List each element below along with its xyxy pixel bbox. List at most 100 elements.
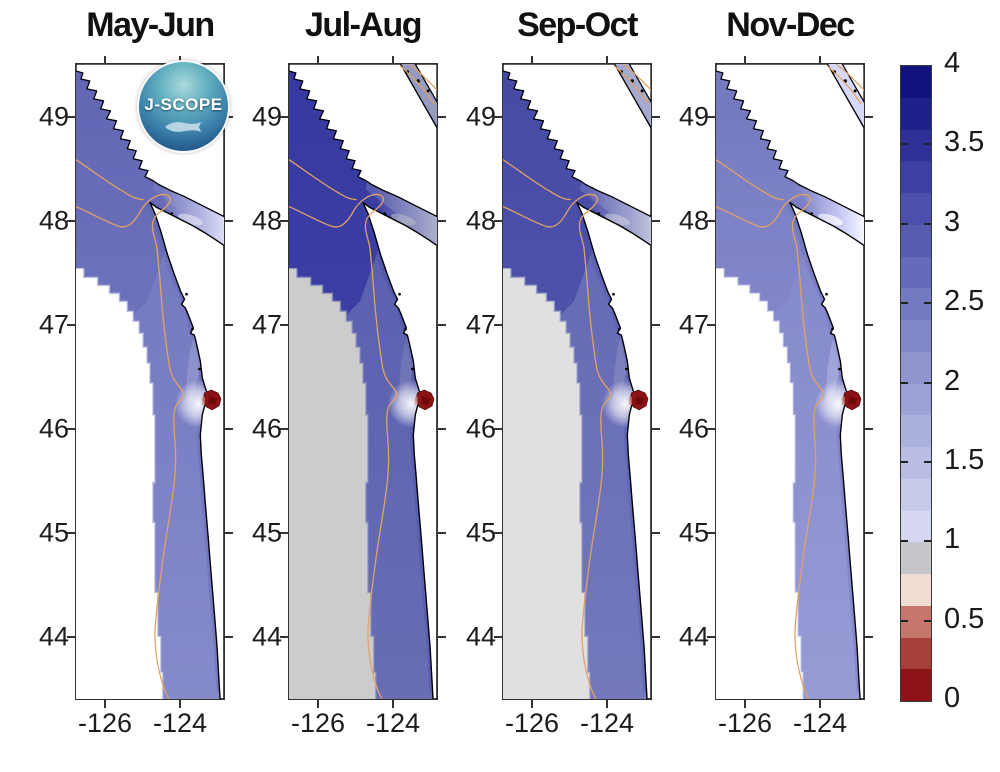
- y-tick-label: 49: [251, 101, 282, 132]
- y-tick-label: 45: [251, 517, 282, 548]
- colorbar-tick-label: 1.5: [944, 444, 985, 477]
- coastal-map: [503, 64, 651, 699]
- colorbar-segment: [901, 193, 931, 225]
- x-tick-mark: [104, 700, 106, 708]
- y-tick-mark: [280, 428, 288, 430]
- y-tick-mark: [67, 324, 75, 326]
- colorbar-tick-mark: [924, 143, 931, 146]
- fish-icon: [165, 122, 201, 132]
- x-tick-mark: [392, 56, 394, 64]
- y-tick-label: 46: [251, 413, 282, 444]
- colorbar-tick-mark: [924, 540, 931, 543]
- colorbar-tick-mark: [901, 302, 908, 305]
- y-tick-mark: [652, 636, 660, 638]
- y-tick-mark: [225, 324, 233, 326]
- y-tick-mark: [865, 428, 873, 430]
- y-tick-mark: [438, 636, 446, 638]
- x-tick-mark: [392, 700, 394, 708]
- colorbar-segment: [901, 478, 931, 511]
- panel-title: Jul-Aug: [304, 6, 423, 44]
- colorbar-tick-label: 0: [944, 682, 961, 715]
- y-tick-mark: [494, 636, 502, 638]
- colorbar-tick-label: 2.5: [944, 285, 985, 318]
- y-tick-mark: [707, 116, 715, 118]
- y-tick-mark: [280, 220, 288, 222]
- x-tick-mark: [531, 700, 533, 708]
- y-tick-mark: [494, 116, 502, 118]
- y-tick-mark: [707, 636, 715, 638]
- x-tick-mark: [317, 56, 319, 64]
- colorbar-segment: [901, 320, 931, 352]
- y-tick-mark: [67, 220, 75, 222]
- y-tick-label: 45: [465, 517, 496, 548]
- map-plot: [502, 63, 652, 700]
- x-tick-label: -124: [365, 708, 421, 738]
- panel-may-jun: May-Jun 49 48 47 46 45 44 -126 -124: [39, 0, 233, 772]
- x-tick-label: -126: [504, 708, 560, 738]
- x-tick-mark: [606, 56, 608, 64]
- x-tick-label: -124: [152, 708, 208, 738]
- y-tick-mark: [438, 428, 446, 430]
- colorbar-tick-mark: [924, 302, 931, 305]
- x-tick-mark: [317, 700, 319, 708]
- y-tick-label: 48: [678, 205, 709, 236]
- coastal-map: [76, 64, 224, 699]
- panel-nov-dec: Nov-Dec 49 48 47 46 45 44 -126 -124: [679, 0, 873, 772]
- y-tick-label: 44: [465, 621, 496, 652]
- jscope-logo-text: J-SCOPE: [144, 95, 223, 114]
- y-tick-mark: [438, 532, 446, 534]
- colorbar-segment: [901, 574, 931, 606]
- x-tick-mark: [104, 56, 106, 64]
- x-tick-label: -124: [792, 708, 848, 738]
- y-tick-mark: [67, 428, 75, 430]
- y-tick-label: 44: [251, 621, 282, 652]
- y-tick-mark: [494, 220, 502, 222]
- x-tick-label: -126: [717, 708, 773, 738]
- y-tick-mark: [707, 324, 715, 326]
- colorbar: [900, 65, 932, 702]
- y-tick-label: 46: [678, 413, 709, 444]
- x-tick-label: -124: [579, 708, 635, 738]
- colorbar-segment: [901, 447, 931, 479]
- y-tick-mark: [494, 532, 502, 534]
- y-tick-mark: [865, 532, 873, 534]
- y-tick-mark: [225, 116, 233, 118]
- x-tick-mark: [744, 56, 746, 64]
- y-tick-mark: [865, 324, 873, 326]
- map-plot: [75, 63, 225, 700]
- colorbar-tick-mark: [901, 143, 908, 146]
- x-tick-mark: [179, 700, 181, 708]
- y-tick-mark: [225, 428, 233, 430]
- colorbar-tick-label: 1: [944, 523, 961, 556]
- y-tick-mark: [438, 220, 446, 222]
- x-tick-label: -126: [290, 708, 346, 738]
- jscope-logo: J-SCOPE: [137, 60, 230, 153]
- y-tick-mark: [707, 532, 715, 534]
- y-tick-mark: [652, 428, 660, 430]
- x-tick-mark: [744, 700, 746, 708]
- y-tick-label: 44: [38, 621, 69, 652]
- y-tick-label: 47: [38, 309, 69, 340]
- y-tick-mark: [865, 220, 873, 222]
- y-tick-label: 48: [38, 205, 69, 236]
- y-tick-label: 45: [38, 517, 69, 548]
- colorbar-tick-mark: [924, 619, 931, 622]
- y-tick-mark: [280, 532, 288, 534]
- y-tick-mark: [652, 220, 660, 222]
- colorbar-segment: [901, 542, 931, 574]
- y-tick-mark: [494, 324, 502, 326]
- y-tick-label: 46: [38, 413, 69, 444]
- colorbar-tick-label: 4: [944, 47, 961, 80]
- y-tick-label: 49: [465, 101, 496, 132]
- panel-title: May-Jun: [86, 6, 215, 44]
- panel-title: Sep-Oct: [517, 6, 638, 44]
- y-tick-mark: [438, 324, 446, 326]
- y-tick-mark: [865, 636, 873, 638]
- colorbar-tick-label: 2: [944, 364, 961, 397]
- y-tick-mark: [652, 324, 660, 326]
- colorbar-segment: [901, 351, 931, 384]
- colorbar-segment: [901, 637, 931, 670]
- map-plot: [288, 63, 438, 700]
- y-tick-mark: [225, 636, 233, 638]
